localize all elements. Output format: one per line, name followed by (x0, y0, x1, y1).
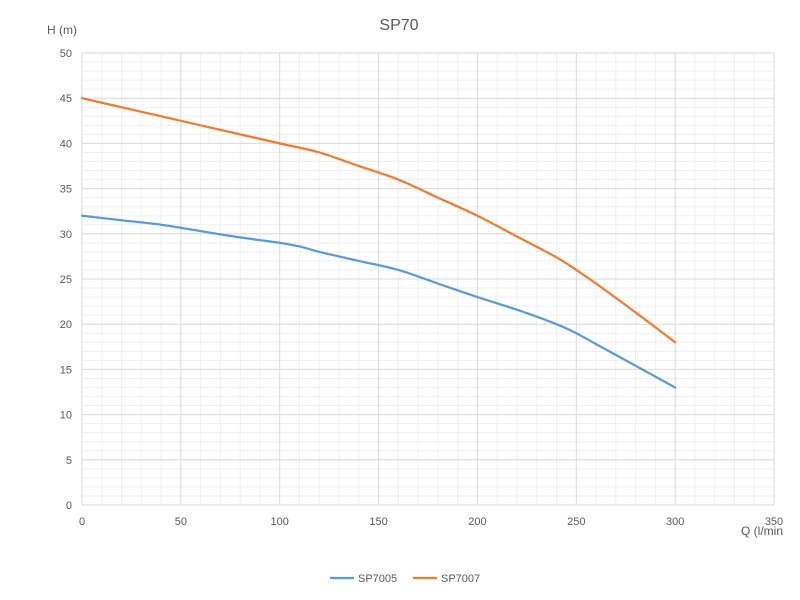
y-tick-label: 30 (60, 229, 72, 241)
x-axis-title: Q (l/min (741, 524, 783, 538)
x-axis-ticks: 0 50 100 150 200 250 300 350 (79, 516, 783, 528)
legend-label: SP7005 (358, 573, 397, 585)
series-line-sp7005 (80, 214, 677, 389)
x-tick-label: 250 (567, 516, 585, 528)
x-tick-label: 350 (765, 516, 783, 528)
y-tick-label: 0 (66, 500, 72, 512)
x-tick-label: 50 (175, 516, 187, 528)
y-tick-label: 45 (60, 93, 72, 105)
y-tick-label: 10 (60, 410, 72, 422)
x-tick-label: 0 (79, 516, 85, 528)
chart-title: SP70 (379, 17, 418, 34)
y-axis-title: H (m) (47, 23, 77, 37)
x-tick-label: 150 (369, 516, 387, 528)
x-tick-label: 100 (271, 516, 289, 528)
y-tick-label: 50 (60, 48, 72, 60)
y-tick-label: 40 (60, 138, 72, 150)
y-axis-ticks: 0 5 10 15 20 25 30 35 40 45 50 (60, 48, 72, 512)
major-gridlines (81, 52, 775, 506)
y-tick-label: 25 (60, 274, 72, 286)
y-tick-label: 15 (60, 364, 72, 376)
y-tick-label: 5 (66, 455, 72, 467)
y-tick-label: 35 (60, 184, 72, 196)
legend: SP7005 SP7007 (330, 573, 480, 585)
series-lines (80, 97, 677, 389)
x-tick-label: 300 (666, 516, 684, 528)
series-line-sp7007 (80, 97, 677, 344)
x-tick-label: 200 (468, 516, 486, 528)
y-tick-label: 20 (60, 319, 72, 331)
legend-label: SP7007 (441, 573, 480, 585)
